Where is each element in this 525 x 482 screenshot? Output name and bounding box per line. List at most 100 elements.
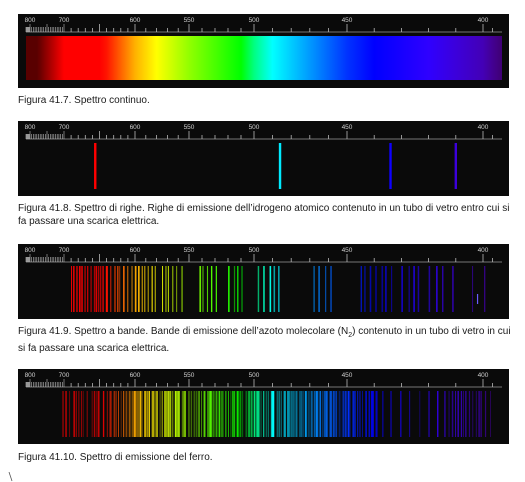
emission-line [454,143,457,189]
scale-tick-label: 700 [59,17,70,24]
iron-line [239,391,242,437]
iron-line [145,391,147,437]
iron-line [472,391,474,437]
iron-line [178,391,180,437]
iron-line [198,391,200,437]
band-line [375,266,377,312]
iron-line [290,391,293,437]
iron-line [349,391,351,437]
iron-line [164,391,166,437]
iron-line [242,391,244,437]
iron-line [365,391,367,437]
iron-line [209,391,212,437]
scale-tick-label: 600 [130,372,141,379]
band-line [241,266,243,312]
caption-text-part-1: Spettro a bande. Bande di emissione dell… [74,326,349,337]
scale-tick-label: 450 [342,247,353,254]
scale-tick-label: 500 [249,372,260,379]
iron-line [347,391,350,437]
caption-subscript: 2 [348,332,353,339]
iron-line [448,391,450,437]
iron-line [306,391,308,437]
iron-line [131,391,134,437]
iron-line [478,391,480,437]
spectrum-panel-lines: 800 700 600 550 500 450 400 [18,121,509,196]
iron-line [138,391,140,437]
scale-tick-label: 600 [130,124,141,131]
iron-line [227,391,229,437]
scale-tick-label: 400 [478,124,489,131]
iron-line [462,391,464,437]
iron-line [400,391,402,437]
band-line [484,266,486,312]
iron-line [455,391,457,437]
iron-line [484,391,487,437]
iron-line [207,391,209,437]
band-line [114,266,116,312]
iron-line [225,391,227,437]
iron-line [110,391,112,437]
band-line [76,266,78,312]
band-line [202,266,204,312]
scale-tick-label: 700 [59,372,70,379]
band-line [138,266,140,312]
scale-tick-label: 400 [478,247,489,254]
iron-line [212,391,215,437]
iron-line [390,391,392,437]
iron-line [304,391,307,437]
scale-tick-label: 450 [342,372,353,379]
band-line [71,266,73,312]
iron-line [307,391,310,437]
iron-line [292,391,295,437]
stray-mark [8,472,13,482]
band-line [428,266,431,312]
band-line [313,266,315,312]
band-line [269,266,272,312]
iron-line [205,391,206,437]
scale-tick-label: 600 [130,17,141,24]
iron-line [457,391,459,437]
band-line [110,266,112,312]
iron-line [115,391,118,437]
caption-text: Spettro di emissione del ferro. [79,452,213,463]
iron-line [190,391,193,437]
iron-line [159,391,161,437]
band-line [360,266,363,312]
spectrum-panel-bands: 800 700 600 550 500 450 400 [18,244,509,319]
iron-line [265,391,268,437]
iron-line [359,391,361,437]
scale-tick-label: 500 [249,124,260,131]
iron-line [382,391,384,437]
iron-line [185,391,187,437]
iron-line [118,391,119,437]
iron-line [428,391,430,437]
iron-line [139,391,142,437]
iron-line [195,391,198,437]
iron-line [75,391,77,437]
iron-line [155,391,158,437]
iron-line [451,391,454,437]
iron-line [109,391,112,437]
band-line [81,266,83,312]
emission-line [278,143,282,189]
iron-line [171,391,174,437]
iron-line [284,391,286,437]
scale-tick-label: 800 [25,247,36,254]
iron-line [334,391,337,437]
caption-figure-41-8: Figura 41.8. Spettro di righe. Righe di … [18,203,513,228]
iron-line [313,391,316,437]
band-line [273,266,276,312]
iron-line [82,391,84,437]
iron-line [475,391,477,437]
emission-line [389,143,392,189]
iron-line [332,391,335,437]
iron-line [210,391,213,437]
band-line [151,266,153,312]
iron-line [368,391,371,437]
iron-line [409,391,411,437]
band-line [330,266,332,312]
iron-line [62,391,64,437]
band-line [95,266,98,312]
iron-line [465,391,467,437]
iron-line [298,391,301,437]
